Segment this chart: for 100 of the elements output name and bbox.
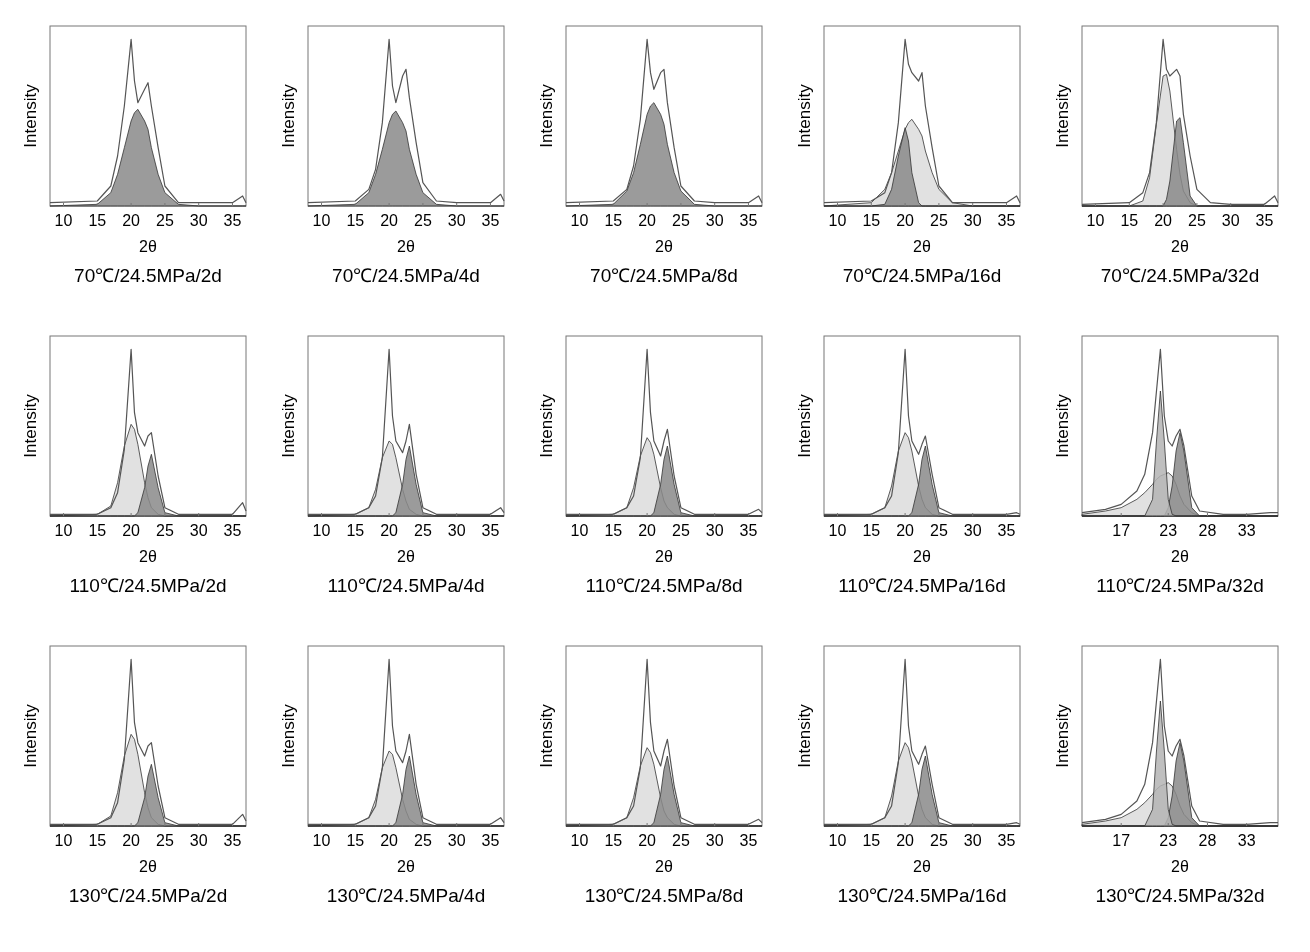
x-tick-label: 33 (1237, 832, 1256, 849)
text: 110℃/24.5MPa/4d (327, 575, 485, 596)
x-tick-label: 25 (414, 832, 432, 849)
x-tick-label: 30 (189, 522, 208, 539)
x-tick-label: 35 (997, 832, 1016, 849)
x-tick-label: 10 (54, 832, 73, 849)
x-tick-label: 25 (930, 832, 948, 849)
y-axis-title: Intensity (279, 83, 298, 148)
x-tick-label: 30 (1221, 212, 1240, 229)
x-tick-label: 15 (604, 522, 623, 539)
x-tick-label: 35 (223, 832, 242, 849)
x-tick-label: 10 (54, 212, 73, 229)
x-tick-label: 20 (638, 832, 657, 849)
x-tick-label: 17 (1112, 832, 1131, 849)
x-tick-label: 30 (447, 832, 466, 849)
x-tick-label: 30 (963, 832, 982, 849)
x-tick-label: 35 (481, 212, 500, 229)
text: 110℃/24.5MPa/8d (585, 575, 743, 596)
x-tick-label: 15 (862, 522, 881, 539)
x-tick-label: 15 (346, 522, 365, 539)
x-tick-label: 25 (414, 522, 432, 539)
y-axis-title: Intensity (1053, 703, 1072, 768)
x-tick-label: 20 (896, 522, 915, 539)
y-axis-title: Intensity (21, 83, 40, 148)
x-axis-title: 2θ (139, 858, 157, 875)
x-tick-label: 15 (862, 212, 881, 229)
x-axis-title: 2θ (655, 238, 673, 255)
y-axis-title: Intensity (1053, 393, 1072, 458)
x-tick-label: 20 (638, 522, 657, 539)
x-tick-label: 20 (380, 212, 399, 229)
x-tick-label: 25 (930, 212, 948, 229)
x-tick-label: 10 (570, 522, 589, 539)
x-axis-title: 2θ (397, 238, 415, 255)
text: 70℃/24.5MPa/32d (1100, 265, 1260, 286)
x-tick-label: 23 (1159, 832, 1178, 849)
x-tick-label: 25 (672, 212, 690, 229)
x-tick-label: 28 (1198, 522, 1217, 539)
y-axis-title: Intensity (795, 393, 814, 458)
x-tick-label: 25 (156, 522, 174, 539)
x-tick-label: 20 (122, 212, 141, 229)
x-axis-title: 2θ (913, 238, 931, 255)
text: 130℃/24.5MPa/4d (326, 885, 486, 906)
x-tick-label: 10 (570, 212, 589, 229)
x-tick-label: 10 (54, 522, 73, 539)
x-axis-title: 2θ (139, 548, 157, 565)
x-axis-title: 2θ (913, 548, 931, 565)
x-tick-label: 25 (672, 832, 690, 849)
x-tick-label: 30 (189, 212, 208, 229)
x-tick-label: 35 (223, 522, 242, 539)
x-tick-label: 20 (380, 832, 399, 849)
x-tick-label: 25 (930, 522, 948, 539)
x-tick-label: 23 (1159, 522, 1178, 539)
x-tick-label: 25 (672, 522, 690, 539)
x-axis-title: 2θ (139, 238, 157, 255)
x-tick-label: 33 (1237, 522, 1256, 539)
y-axis-title: Intensity (279, 703, 298, 768)
x-axis-title: 2θ (1171, 858, 1189, 875)
x-tick-label: 30 (705, 832, 724, 849)
x-tick-label: 20 (122, 522, 141, 539)
x-tick-label: 10 (312, 212, 331, 229)
x-axis-title: 2θ (1171, 238, 1189, 255)
text: 70℃/24.5MPa/2d (74, 265, 222, 286)
x-tick-label: 20 (896, 832, 915, 849)
x-tick-label: 35 (997, 522, 1016, 539)
y-axis-title: Intensity (537, 393, 556, 458)
x-tick-label: 35 (481, 832, 500, 849)
x-tick-label: 30 (705, 522, 724, 539)
y-axis-title: Intensity (279, 393, 298, 458)
text: 110℃/24.5MPa/16d (838, 575, 1006, 596)
text: 70℃/24.5MPa/16d (842, 265, 1002, 286)
x-tick-label: 20 (1154, 212, 1173, 229)
x-tick-label: 15 (88, 522, 107, 539)
y-axis-title: Intensity (795, 83, 814, 148)
y-axis-title: Intensity (795, 703, 814, 768)
x-tick-label: 15 (604, 832, 623, 849)
text: 70℃/24.5MPa/4d (332, 265, 480, 286)
x-tick-label: 10 (570, 832, 589, 849)
x-tick-label: 20 (638, 212, 657, 229)
text: 130℃/24.5MPa/32d (1095, 885, 1265, 906)
x-tick-label: 30 (189, 832, 208, 849)
x-tick-label: 35 (739, 212, 758, 229)
x-axis-title: 2θ (655, 858, 673, 875)
x-tick-label: 15 (88, 212, 107, 229)
x-axis-title: 2θ (397, 548, 415, 565)
y-axis-title: Intensity (537, 83, 556, 148)
text: 130℃/24.5MPa/2d (68, 885, 228, 906)
text: 110℃/24.5MPa/2d (69, 575, 227, 596)
text: 130℃/24.5MPa/8d (584, 885, 744, 906)
text: 70℃/24.5MPa/8d (590, 265, 738, 286)
x-tick-label: 10 (828, 832, 847, 849)
x-tick-label: 35 (223, 212, 242, 229)
y-axis-title: Intensity (21, 703, 40, 768)
text: 110℃/24.5MPa/32d (1096, 575, 1264, 596)
x-axis-title: 2θ (655, 548, 673, 565)
x-tick-label: 25 (414, 212, 432, 229)
x-tick-label: 20 (122, 832, 141, 849)
x-axis-title: 2θ (913, 858, 931, 875)
x-tick-label: 10 (828, 212, 847, 229)
x-tick-label: 30 (963, 212, 982, 229)
x-tick-label: 10 (312, 522, 331, 539)
